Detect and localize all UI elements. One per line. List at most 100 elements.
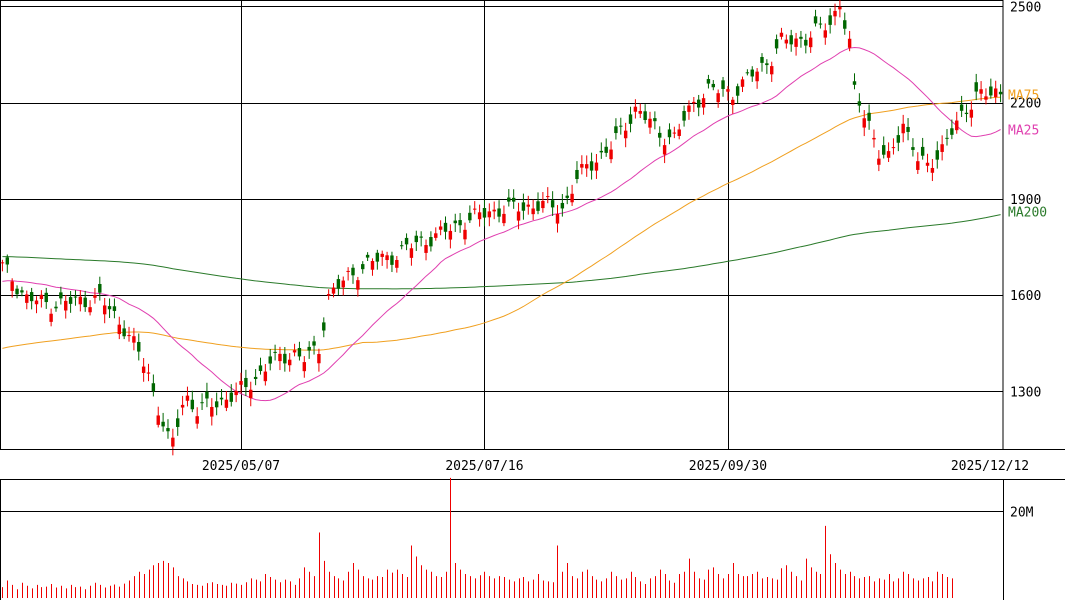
candle-body	[701, 98, 706, 108]
candle-body	[156, 415, 160, 425]
candle-body	[935, 150, 939, 160]
candle-body	[419, 236, 423, 238]
ma75-layer	[2, 96, 1001, 351]
candle-body	[258, 365, 263, 372]
candle-body	[380, 253, 384, 257]
candle-body	[521, 202, 526, 211]
candle-body	[570, 193, 574, 203]
candle-body	[361, 264, 365, 270]
candle-body	[244, 377, 248, 388]
candle-body	[862, 118, 866, 128]
candle-body	[64, 300, 68, 311]
candle-body	[760, 56, 764, 63]
candle-body	[774, 39, 779, 49]
candle-body	[731, 99, 735, 105]
candle-body	[200, 402, 204, 404]
candle-body	[404, 237, 409, 245]
candle-body	[307, 346, 311, 351]
candle-body	[696, 99, 701, 108]
date-label: 2025/09/30	[689, 459, 767, 474]
ma25-layer	[2, 46, 1001, 402]
candle-body	[852, 81, 857, 85]
candle-body	[249, 389, 253, 399]
candle-body	[594, 162, 599, 171]
candle-body	[336, 279, 341, 289]
candle-body	[395, 260, 399, 268]
candle-body	[122, 328, 126, 337]
candle-body	[68, 297, 73, 304]
price-tick-label: 2500	[1010, 0, 1041, 15]
candle-body	[658, 132, 662, 138]
candle-body	[107, 306, 112, 310]
candle-body	[555, 214, 560, 224]
candle-body	[463, 229, 467, 240]
date-label: 2025/12/12	[951, 459, 1029, 474]
candle-body	[112, 306, 117, 311]
candle-body	[127, 335, 131, 337]
candle-body	[438, 226, 443, 230]
candle-body	[823, 30, 827, 38]
volume-panel: 20M	[0, 477, 1034, 600]
candle-body	[29, 292, 34, 302]
candle-body	[799, 36, 803, 39]
candle-body	[916, 161, 920, 170]
candle-body	[370, 261, 375, 270]
candle-body	[59, 292, 63, 299]
candle-body	[565, 195, 569, 198]
candle-body	[34, 300, 39, 305]
candle-body	[843, 20, 847, 29]
candle-body	[585, 164, 589, 169]
candle-body	[828, 15, 832, 25]
candle-body	[901, 123, 905, 134]
candle-body	[414, 235, 418, 243]
candle-body	[468, 212, 472, 221]
ma200-line	[2, 214, 1001, 290]
candle-body	[93, 295, 97, 298]
candle-body	[234, 390, 238, 396]
candle-body	[833, 10, 837, 17]
candle-body	[877, 158, 881, 165]
candle-body	[268, 356, 272, 364]
candle-body	[804, 39, 808, 46]
candle-body	[619, 125, 623, 127]
candle-body	[346, 270, 350, 272]
candle-body	[911, 147, 915, 150]
candle-body	[604, 146, 608, 153]
candle-body	[424, 245, 428, 253]
candle-body	[770, 66, 774, 75]
candle-body	[847, 38, 852, 48]
price-tick-label: 2200	[1010, 97, 1041, 112]
candle-body	[546, 196, 550, 198]
candle-body	[648, 118, 652, 128]
candle-body	[448, 230, 453, 240]
candle-body	[15, 288, 19, 295]
ma75-line	[2, 96, 1001, 351]
candle-body	[161, 421, 165, 427]
candle-body	[5, 257, 10, 265]
volume-axis-labels: 20M	[1010, 506, 1034, 521]
candle-body	[950, 128, 954, 135]
candle-body	[492, 209, 496, 212]
candle-body	[214, 401, 219, 408]
candle-body	[102, 305, 107, 315]
ma25-line	[2, 46, 1001, 402]
candle-body	[872, 137, 876, 140]
candle-body	[137, 341, 141, 352]
candle-body	[750, 69, 754, 77]
candle-body	[516, 211, 521, 221]
candle-body	[239, 381, 243, 385]
candle-body	[341, 280, 345, 288]
candle-body	[974, 82, 978, 92]
candle-body	[322, 322, 326, 331]
candle-body	[356, 280, 360, 290]
price-axis-labels: 1300 1600 1900 2200 2500	[1010, 0, 1041, 400]
candle-body	[443, 222, 448, 232]
candle-body	[959, 104, 964, 111]
candle-body	[477, 212, 482, 220]
date-strip: 2025/05/07 2025/07/16 2025/09/30 2025/12/12	[0, 449, 1065, 480]
price-panel: 1300 1600 1900 2200 2500 MA75 MA25 MA200	[0, 0, 1047, 456]
candle-body	[755, 71, 759, 82]
candle-body	[818, 23, 823, 25]
candle-body	[687, 105, 691, 112]
